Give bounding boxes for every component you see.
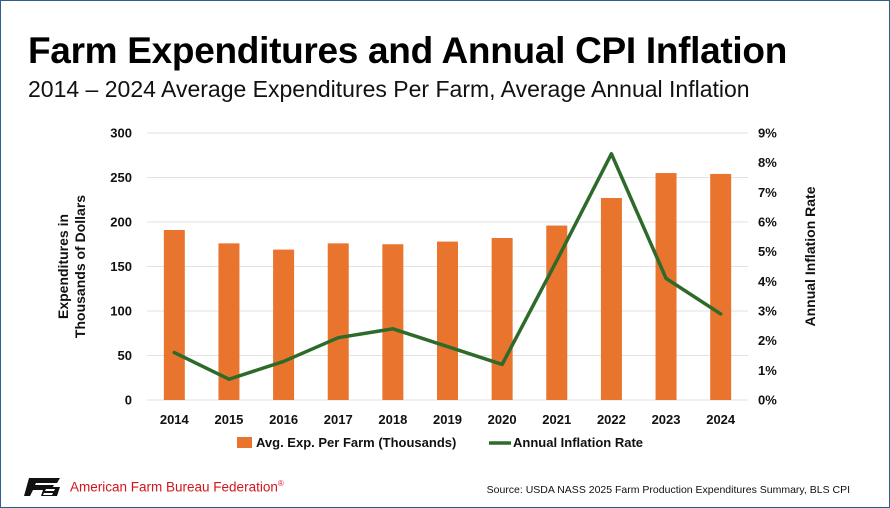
line-point: [664, 276, 668, 280]
y2-tick-label: 4%: [758, 274, 777, 289]
legend-label-line: Annual Inflation Rate: [513, 435, 643, 450]
y2-axis-label: Annual Inflation Rate: [802, 186, 818, 326]
x-tick-label: 2015: [214, 412, 243, 427]
x-tick-label: 2024: [706, 412, 736, 427]
x-tick-label: 2017: [324, 412, 353, 427]
org-name: American Farm Bureau Federation®: [70, 479, 284, 495]
y-axis-label-line: Expenditures in: [55, 214, 71, 319]
bar: [437, 241, 458, 400]
bar: [218, 243, 240, 400]
line-point: [555, 259, 559, 263]
y-tick-label: 200: [110, 215, 132, 230]
x-tick-label: 2021: [542, 412, 571, 427]
bar: [491, 238, 513, 400]
y-tick-label: 0: [125, 393, 132, 408]
source-note: Source: USDA NASS 2025 Farm Production E…: [486, 484, 850, 496]
line-point: [446, 345, 449, 349]
legend-swatch-bar: [237, 437, 252, 448]
y2-tick-label: 7%: [758, 185, 777, 200]
chart-title: Farm Expenditures and Annual CPI Inflati…: [28, 30, 787, 71]
line-point: [391, 327, 395, 331]
line-point: [227, 377, 231, 381]
y-tick-label: 300: [110, 126, 132, 141]
line-point: [500, 362, 504, 366]
x-tick-label: 2022: [597, 412, 626, 427]
bar: [600, 197, 622, 400]
line-point: [282, 359, 286, 363]
y-tick-label: 50: [118, 348, 132, 363]
bar: [163, 230, 185, 400]
y2-tick-label: 3%: [758, 304, 777, 319]
y2-tick-label: 9%: [758, 126, 777, 141]
y2-tick-label: 0%: [758, 393, 777, 408]
y-tick-label: 100: [110, 304, 132, 319]
y2-tick-label: 6%: [758, 215, 777, 230]
y2-tick-label: 2%: [758, 333, 777, 348]
y2-tick-label: 5%: [758, 244, 777, 259]
x-tick-label: 2019: [433, 412, 462, 427]
afb-logo-icon: [24, 478, 60, 496]
bar: [382, 244, 404, 400]
org-name-text: American Farm Bureau Federation: [70, 479, 278, 495]
line-point: [609, 152, 613, 156]
chart-subtitle: 2014 – 2024 Average Expenditures Per Far…: [28, 76, 750, 102]
y2-tick-label: 8%: [758, 155, 777, 170]
bar: [273, 249, 295, 400]
y-tick-label: 150: [110, 259, 132, 274]
x-tick-label: 2023: [652, 412, 681, 427]
line-point: [336, 336, 340, 340]
y2-tick-label: 1%: [758, 363, 777, 378]
bar: [655, 173, 677, 400]
legend-label-bar: Avg. Exp. Per Farm (Thousands): [256, 435, 456, 450]
bar: [327, 243, 349, 400]
bar: [546, 225, 568, 400]
x-tick-label: 2020: [488, 412, 517, 427]
line-point: [172, 351, 176, 355]
y-axis-label-line: Thousands of Dollars: [72, 195, 88, 338]
y-tick-label: 250: [110, 170, 132, 185]
y-axis-label: Expenditures inThousands of Dollars: [55, 195, 88, 338]
x-tick-label: 2014: [160, 412, 190, 427]
x-tick-label: 2016: [269, 412, 298, 427]
x-tick-label: 2018: [378, 412, 407, 427]
line-point: [719, 312, 723, 316]
bar: [710, 173, 732, 400]
afb-logo-group: American Farm Bureau Federation®: [24, 478, 284, 496]
registered-mark: ®: [277, 479, 284, 489]
